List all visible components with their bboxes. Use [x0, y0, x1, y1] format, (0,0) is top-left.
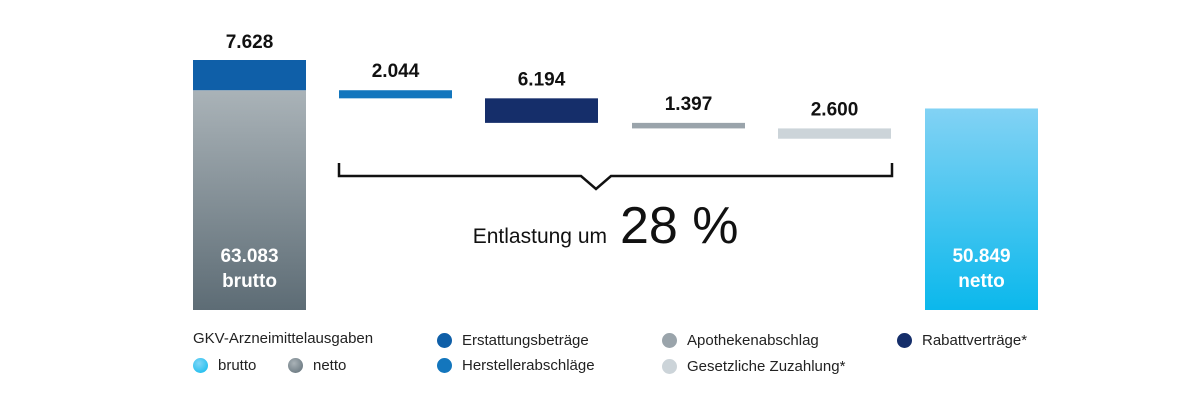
bar-herstellerabschlaege	[339, 90, 452, 99]
saving-percent: 28 %	[620, 197, 739, 255]
legend-item-netto: netto	[288, 357, 346, 374]
legend-title: GKV-Arzneimittelausgaben	[193, 330, 374, 347]
legend-item-erstattungsbetraege: Erstattungsbeträge	[437, 332, 589, 349]
bar-apothekenabschlag	[632, 122, 745, 129]
saving-text: Entlastung um	[473, 225, 607, 248]
label-netto: netto	[958, 271, 1004, 292]
value-label-gesetzliche-zuzahlung: 2.600	[811, 99, 859, 120]
value-label-herstellerabschlaege: 2.044	[372, 61, 420, 82]
value-label-brutto: 63.083	[220, 246, 278, 267]
legend-item-rabattvertraege: Rabattverträge*	[897, 332, 1027, 349]
value-label-erstattungsbetraege: 7.628	[226, 32, 274, 53]
legend-dot-brutto	[193, 358, 208, 373]
value-label-rabattvertraege: 6.194	[518, 69, 566, 90]
value-label-apothekenabschlag: 1.397	[665, 94, 713, 115]
legend-item-herstellerabschlaege: Herstellerabschläge	[437, 357, 595, 374]
legend-item-apothekenabschlag: Apothekenabschlag	[662, 332, 819, 349]
legend-dot-gesetzliche-zuzahlung	[662, 359, 677, 374]
legend-item-gesetzliche-zuzahlung: Gesetzliche Zuzahlung*	[662, 358, 845, 375]
legend-dot-apothekenabschlag	[662, 333, 677, 348]
value-label-netto: 50.849	[952, 246, 1010, 267]
bar-brutto	[193, 90, 306, 310]
legend-dot-herstellerabschlaege	[437, 358, 452, 373]
bar-netto	[925, 108, 1038, 311]
bar-gesetzliche-zuzahlung	[778, 128, 891, 139]
bar-erstattungsbetraege	[193, 60, 306, 91]
legend-dot-rabattvertraege	[897, 333, 912, 348]
legend-item-brutto: brutto	[193, 357, 256, 374]
legend-dot-netto	[288, 358, 303, 373]
label-brutto: brutto	[222, 271, 277, 292]
legend-dot-erstattungsbetraege	[437, 333, 452, 348]
bar-rabattvertraege	[485, 98, 598, 123]
saving-brace	[337, 163, 894, 191]
